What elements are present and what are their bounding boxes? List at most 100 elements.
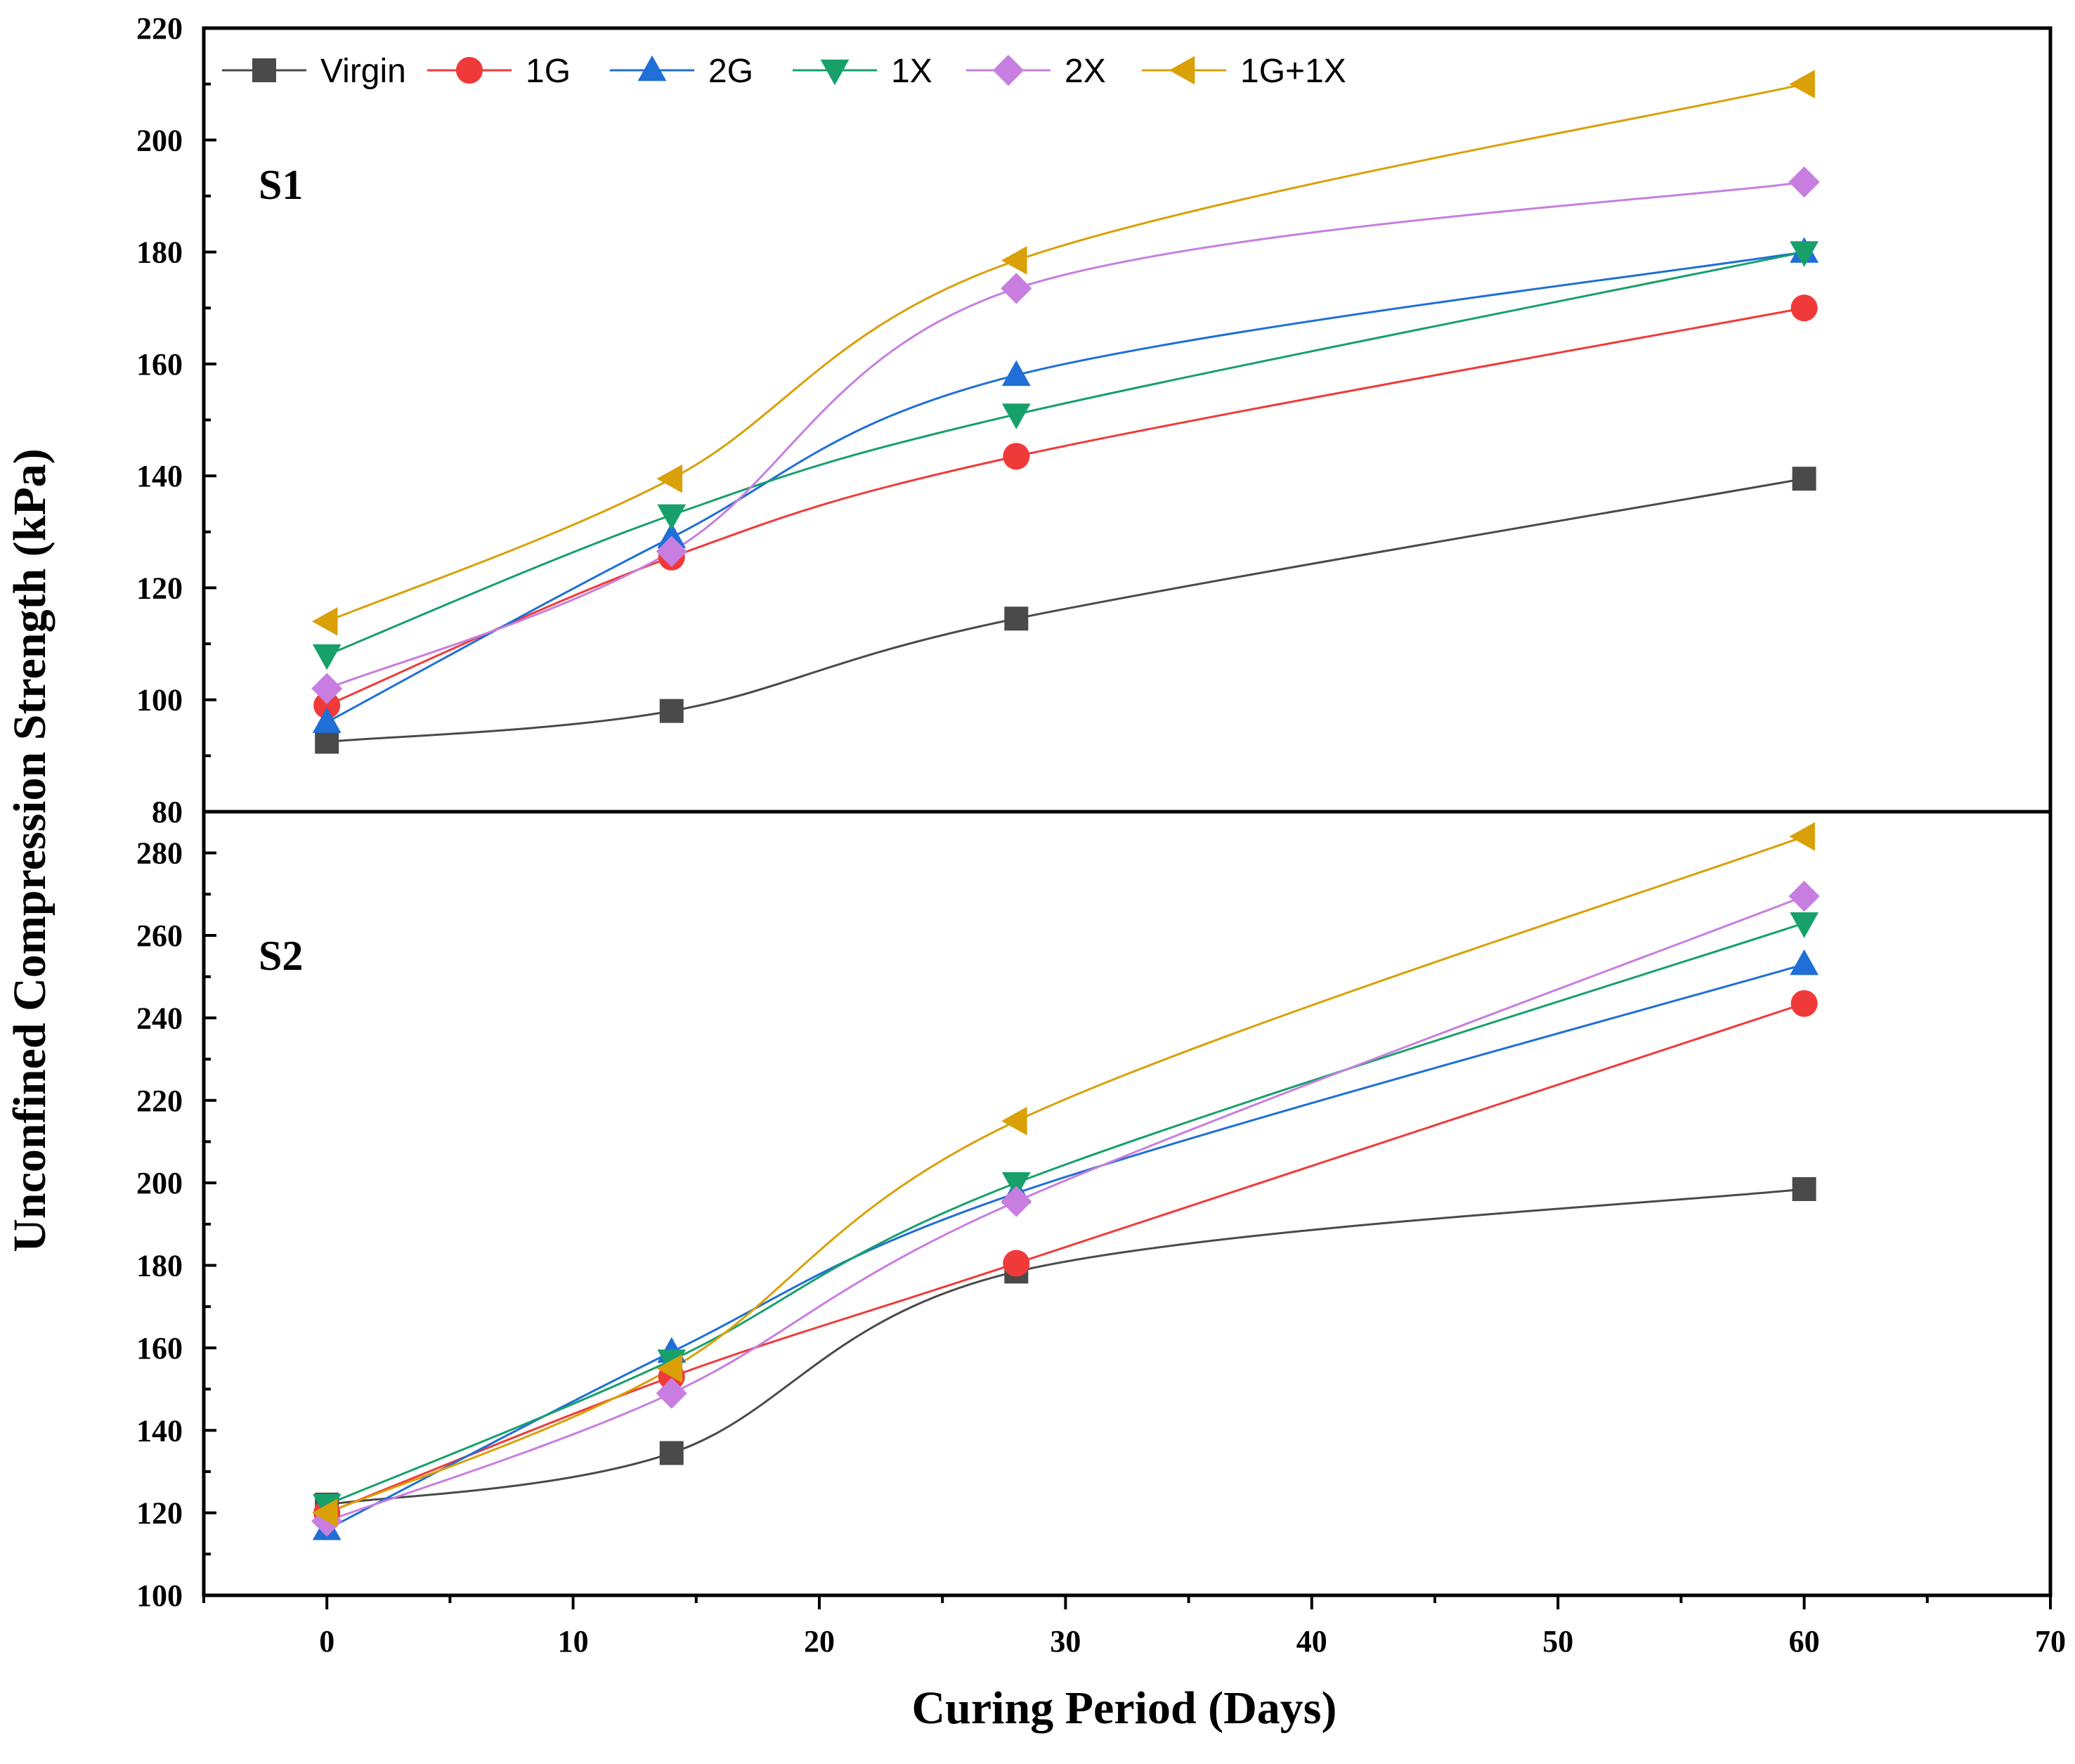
data-point-s2-virgin (1792, 1176, 1816, 1201)
data-point-s1-1g (313, 692, 341, 719)
series-line-s2-virgin (326, 1188, 1804, 1506)
panel-label-s1: S1 (259, 162, 303, 208)
series-line-s2-1g (326, 1002, 1805, 1515)
y-tick-label: 180 (136, 1249, 183, 1283)
data-point-s2-1g+1x (1789, 822, 1815, 851)
y-tick-label: 160 (136, 1331, 183, 1366)
x-tick-label: 0 (319, 1624, 334, 1659)
data-point-s1-1g (1790, 294, 1818, 322)
series-line-s1-1g+1x (326, 83, 1804, 623)
data-point-s1-1x (312, 644, 342, 670)
legend-item-1g: 1G (427, 53, 571, 90)
y-tick-label: 140 (136, 1413, 183, 1448)
x-tick-label: 10 (558, 1624, 589, 1659)
legend-marker (820, 59, 850, 86)
x-tick-label: 50 (1542, 1624, 1573, 1659)
x-tick-label: 40 (1296, 1624, 1327, 1659)
legend-label: 1G (526, 53, 571, 90)
data-point-s2-1g (1003, 1250, 1030, 1277)
legend-label: 1X (891, 53, 932, 90)
y-tick-label: 100 (136, 1578, 183, 1613)
legend-label: Virgin (320, 53, 406, 90)
data-point-s1-1x (657, 504, 687, 531)
x-axis-title: Curing Period (Days) (912, 1682, 1337, 1734)
series-line-s2-1x (326, 922, 1805, 1506)
y-tick-label: 200 (136, 123, 183, 157)
series-line-s2-1g+1x (326, 835, 1805, 1515)
y-tick-label: 200 (136, 1166, 183, 1200)
y-tick-label: 240 (136, 1001, 183, 1035)
legend-item-1g+1x: 1G+1X (1142, 53, 1346, 90)
series-line-s1-2g (326, 251, 1804, 723)
data-point-s1-1x (1790, 241, 1819, 267)
data-point-s1-1g (1003, 443, 1030, 470)
y-tick-label: 120 (136, 571, 183, 605)
series-line-s2-2x (326, 895, 1805, 1522)
data-point-s1-1g+1x (656, 464, 683, 493)
y-tick-label: 280 (136, 836, 183, 871)
legend-marker (992, 54, 1025, 86)
data-point-s1-2x (656, 536, 687, 567)
data-point-s2-1x (1790, 912, 1819, 938)
data-point-s1-1g+1x (1001, 246, 1027, 275)
data-point-s1-2g (312, 707, 342, 733)
data-point-s1-2x (1788, 166, 1820, 198)
y-tick-label: 160 (136, 347, 183, 382)
y-tick-label: 120 (136, 1496, 183, 1531)
data-point-s1-virgin (315, 729, 339, 754)
legend-item-2x: 2X (966, 53, 1106, 90)
legend-marker (637, 55, 667, 82)
legend-item-virgin: Virgin (222, 53, 406, 90)
legend-label: 2G (708, 53, 753, 90)
data-point-s1-2x (311, 673, 343, 704)
y-axis-title: Unconfined Compression Strength (kPa) (4, 448, 56, 1252)
data-point-s1-2x (1001, 273, 1032, 304)
y-tick-label: 220 (136, 11, 183, 46)
data-point-s1-1x (1001, 403, 1031, 429)
y-tick-label: 100 (136, 683, 183, 718)
data-point-s1-1g+1x (1789, 70, 1815, 99)
data-point-s2-1g+1x (311, 1498, 338, 1528)
legend-item-1x: 1X (793, 53, 932, 90)
data-point-s1-2g (1001, 360, 1031, 387)
legend-marker (455, 56, 483, 84)
data-point-s1-1g+1x (311, 607, 338, 636)
series-line-s1-virgin (327, 477, 1804, 743)
data-point-s2-1g+1x (1001, 1106, 1027, 1136)
panel-s2-frame (202, 810, 2053, 1597)
panel-label-s2: S2 (259, 933, 303, 979)
y-tick-label: 260 (136, 919, 183, 953)
data-point-s2-virgin (659, 1441, 684, 1465)
legend-marker (1169, 56, 1195, 85)
legend-label: 1G+1X (1240, 53, 1346, 90)
legend-label: 2X (1065, 53, 1106, 90)
y-tick-label: 180 (136, 235, 183, 270)
data-point-s2-1g (1790, 990, 1818, 1017)
x-tick-label: 60 (1789, 1624, 1820, 1659)
data-point-s2-2x (656, 1377, 687, 1409)
series-line-s1-2x (326, 181, 1804, 690)
data-point-s1-virgin (659, 699, 684, 723)
y-tick-label: 220 (136, 1084, 183, 1118)
data-point-s1-virgin (1004, 607, 1029, 631)
data-point-s2-1g+1x (656, 1354, 683, 1383)
data-point-s2-2x (1001, 1186, 1032, 1217)
series-line-s2-2g (326, 963, 1805, 1531)
series-line-s1-1x (326, 251, 1804, 656)
legend-item-2g: 2G (610, 53, 753, 90)
data-point-s2-1x (1001, 1172, 1031, 1198)
panel-s1-frame (202, 26, 2053, 814)
data-point-s1-2g (657, 522, 687, 549)
x-tick-label: 20 (804, 1624, 835, 1659)
y-tick-label: 80 (152, 795, 183, 829)
legend: Virgin 1G 2G 1X 2X 1G+1X (222, 53, 1346, 90)
data-point-s2-2g (1790, 949, 1819, 975)
series-line-s1-1g (326, 306, 1804, 707)
x-tick-label: 30 (1050, 1624, 1081, 1659)
data-point-s2-2x (1788, 881, 1820, 912)
data-point-s1-virgin (1792, 467, 1816, 491)
legend-marker (252, 58, 276, 82)
y-tick-label: 140 (136, 459, 183, 493)
x-tick-label: 70 (2035, 1624, 2066, 1659)
